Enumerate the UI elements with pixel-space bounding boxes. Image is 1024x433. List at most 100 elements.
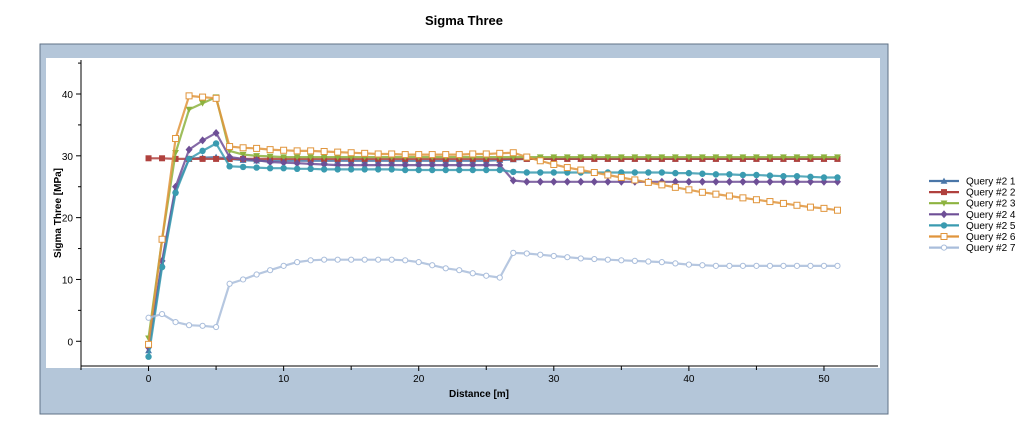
data-point	[820, 204, 828, 212]
data-point	[672, 260, 679, 267]
data-point	[293, 147, 301, 155]
data-point	[766, 198, 774, 206]
data-point	[726, 171, 733, 178]
data-point	[563, 154, 571, 161]
data-point	[672, 169, 679, 177]
data-point	[739, 171, 747, 179]
data-point	[307, 159, 315, 168]
data-point	[699, 262, 706, 269]
data-point	[361, 166, 368, 173]
data-point	[644, 178, 652, 186]
data-point	[429, 166, 436, 174]
y-tick-label: 10	[62, 275, 74, 286]
data-point	[537, 169, 544, 176]
data-point	[172, 135, 180, 143]
data-point	[442, 265, 449, 272]
data-point	[793, 177, 801, 186]
data-point	[226, 280, 233, 287]
data-point	[698, 154, 706, 161]
data-point	[564, 254, 571, 261]
data-point	[347, 149, 355, 157]
data-point	[780, 154, 787, 161]
data-point	[699, 170, 706, 177]
data-point	[712, 190, 720, 198]
data-point	[563, 177, 571, 186]
data-point	[496, 161, 504, 170]
data-point	[158, 310, 166, 318]
data-point	[739, 154, 747, 161]
data-point	[536, 157, 544, 165]
data-point	[253, 156, 261, 165]
data-point	[213, 155, 220, 162]
series-line	[147, 94, 838, 345]
data-point	[239, 163, 247, 171]
data-point	[536, 177, 544, 186]
data-point	[361, 256, 368, 263]
data-point	[712, 177, 720, 186]
data-point	[685, 186, 693, 194]
data-point	[698, 177, 706, 186]
data-point	[401, 151, 409, 159]
data-point	[145, 155, 152, 162]
data-point	[793, 173, 801, 180]
data-point	[334, 256, 341, 263]
data-point	[212, 323, 220, 331]
data-point	[401, 161, 409, 170]
data-point	[172, 189, 179, 197]
legend-label: Query #2 4	[966, 210, 1016, 221]
data-point	[253, 144, 261, 152]
data-point	[199, 155, 206, 162]
data-point	[604, 256, 611, 263]
data-point	[658, 169, 666, 176]
data-point	[402, 257, 409, 264]
legend-item: Query #2 3	[929, 199, 1016, 210]
data-point	[766, 172, 774, 179]
data-point	[793, 201, 801, 209]
data-point	[266, 164, 274, 172]
data-point	[523, 250, 530, 257]
y-tick-label: 0	[67, 337, 73, 348]
data-point	[509, 149, 517, 157]
data-point	[766, 154, 774, 161]
data-point	[752, 196, 760, 204]
data-point	[348, 256, 355, 263]
data-point	[523, 169, 530, 176]
data-point	[469, 166, 476, 174]
data-point	[334, 154, 342, 161]
data-point	[347, 166, 355, 173]
data-point	[577, 166, 585, 174]
data-point	[753, 262, 760, 269]
data-point	[496, 274, 503, 281]
series-line	[147, 142, 838, 357]
data-point	[469, 161, 477, 170]
data-point	[482, 150, 490, 158]
data-point	[577, 177, 585, 186]
data-point	[334, 148, 342, 156]
data-point	[644, 154, 652, 161]
data-point	[766, 262, 774, 269]
data-point	[793, 262, 801, 269]
data-point	[388, 150, 396, 158]
legend-label: Query #2 2	[966, 188, 1016, 199]
data-point	[374, 150, 382, 158]
data-point	[631, 176, 639, 184]
data-point	[320, 160, 328, 169]
data-point	[658, 181, 666, 189]
data-point	[321, 256, 328, 263]
data-point	[752, 177, 760, 186]
data-point	[483, 166, 490, 174]
data-point	[145, 353, 152, 360]
data-point	[779, 177, 787, 186]
data-point	[199, 93, 207, 101]
data-point	[185, 322, 193, 329]
data-point	[631, 154, 639, 161]
series-layer	[145, 92, 841, 360]
data-point	[726, 154, 733, 161]
data-point	[428, 161, 436, 170]
data-point	[550, 169, 557, 176]
data-point	[563, 164, 571, 172]
data-point	[374, 166, 382, 173]
data-point	[779, 199, 787, 207]
data-point	[442, 161, 450, 170]
legend-item: Query #2 5	[929, 221, 1016, 232]
